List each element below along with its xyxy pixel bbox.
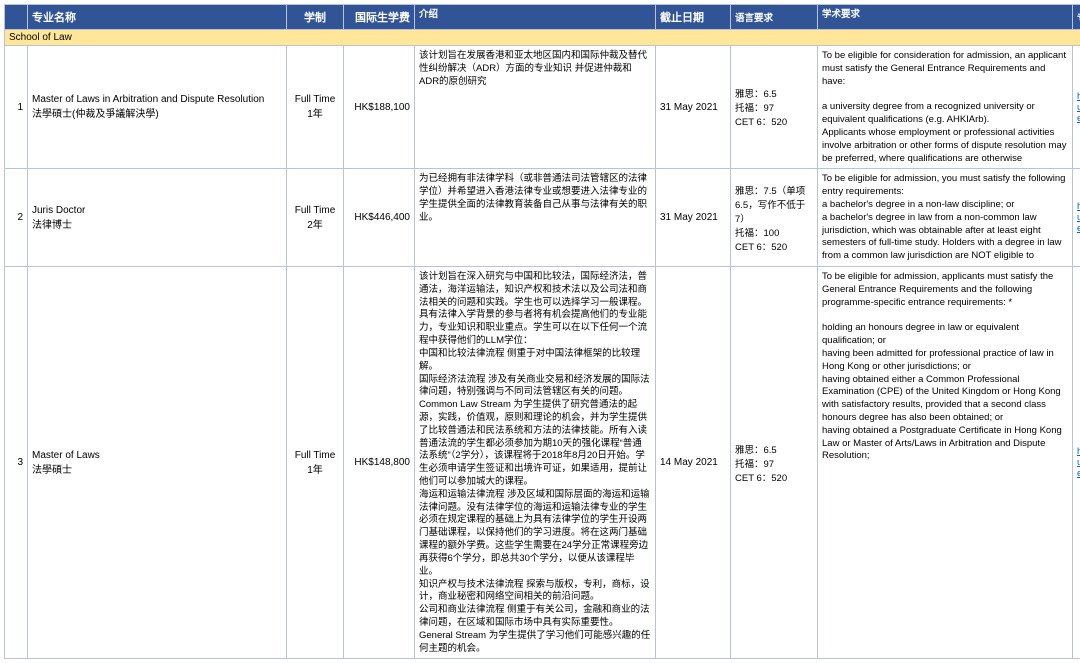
header-link: 专业链接: [1073, 5, 1080, 30]
table-row: 3Master of Laws 法學碩士Full Time 1年HK$148,8…: [5, 267, 1080, 659]
tuition-fee: HK$188,100: [344, 46, 415, 169]
deadline: 31 May 2021: [656, 46, 731, 169]
school-row: School of Law: [5, 30, 1080, 46]
row-index: 3: [5, 267, 28, 659]
header-name: 专业名称: [28, 5, 287, 30]
language-req: 雅思：6.5 托福：97 CET 6：520: [731, 46, 818, 169]
row-index: 2: [5, 169, 28, 267]
table-row: 2Juris Doctor 法律博士Full Time 2年HK$446,400…: [5, 169, 1080, 267]
deadline: 31 May 2021: [656, 169, 731, 267]
academic-req: To be eligible for admission, you must s…: [818, 169, 1073, 267]
academic-req: To be eligible for consideration for adm…: [818, 46, 1073, 169]
tuition-fee: HK$148,800: [344, 267, 415, 659]
table-row: 1Master of Laws in Arbitration and Dispu…: [5, 46, 1080, 169]
programme-name: Juris Doctor 法律博士: [28, 169, 287, 267]
study-mode: Full Time 1年: [287, 46, 344, 169]
header-mode: 学制: [287, 5, 344, 30]
deadline: 14 May 2021: [656, 267, 731, 659]
row-index: 1: [5, 46, 28, 169]
programme-link-cell: https://www.cityu.edu.hk/pg/programme/p4…: [1073, 46, 1080, 169]
programme-table: 专业名称 学制 国际生学费 介绍 截止日期 语言要求 学术要求 专业链接 Sch…: [4, 4, 1080, 659]
introduction: 该计划旨在深入研究与中国和比较法，国际经济法，普通法，海洋运输法，知识产权和技术…: [415, 267, 656, 659]
academic-req: To be eligible for admission, applicants…: [818, 267, 1073, 659]
introduction: 为已经拥有非法律学科（或非普通法司法管辖区的法律学位）并希望进入香港法律专业或想…: [415, 169, 656, 267]
header-acad: 学术要求: [818, 5, 1073, 30]
introduction: 该计划旨在发展香港和亚太地区国内和国际仲裁及替代性纠纷解决（ADR）方面的专业知…: [415, 46, 656, 169]
header-row: 专业名称 学制 国际生学费 介绍 截止日期 语言要求 学术要求 专业链接: [5, 5, 1080, 30]
programme-link-cell: https://www.cityu.edu.hk/pg/programme/p4…: [1073, 267, 1080, 659]
tuition-fee: HK$446,400: [344, 169, 415, 267]
programme-name: Master of Laws 法學碩士: [28, 267, 287, 659]
programme-name: Master of Laws in Arbitration and Disput…: [28, 46, 287, 169]
language-req: 雅思：7.5（单项6.5，写作不低于7） 托福：100 CET 6：520: [731, 169, 818, 267]
header-lang: 语言要求: [731, 5, 818, 30]
header-blank: [5, 5, 28, 30]
header-deadline: 截止日期: [656, 5, 731, 30]
programme-link-cell: https://www.cityu.edu.hk/pg/programme/p4…: [1073, 169, 1080, 267]
header-fee: 国际生学费: [344, 5, 415, 30]
study-mode: Full Time 2年: [287, 169, 344, 267]
header-intro: 介绍: [415, 5, 656, 30]
language-req: 雅思：6.5 托福：97 CET 6：520: [731, 267, 818, 659]
study-mode: Full Time 1年: [287, 267, 344, 659]
school-cell: School of Law: [5, 30, 1080, 46]
